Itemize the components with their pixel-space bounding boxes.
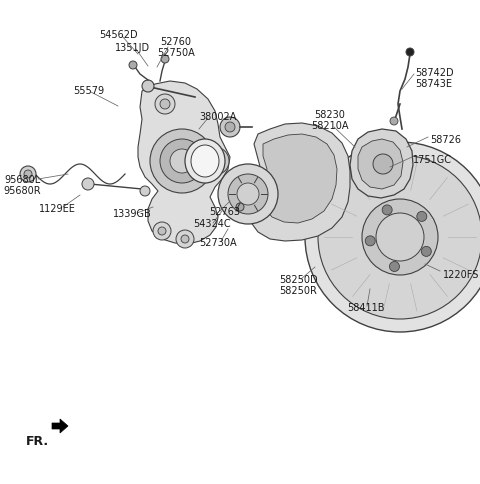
Text: 55579: 55579: [73, 86, 105, 96]
Circle shape: [153, 223, 171, 241]
Circle shape: [390, 118, 398, 126]
Text: 58726: 58726: [430, 135, 461, 145]
Text: 38002A: 38002A: [199, 112, 237, 122]
Text: 52750A: 52750A: [157, 48, 195, 58]
Text: 58210A: 58210A: [311, 121, 349, 131]
Circle shape: [181, 236, 189, 243]
Circle shape: [160, 140, 204, 183]
Text: 95680L: 95680L: [4, 175, 40, 184]
Text: 1751GC: 1751GC: [413, 155, 452, 165]
Circle shape: [24, 171, 32, 179]
Text: 1351JD: 1351JD: [115, 43, 151, 53]
Circle shape: [82, 179, 94, 191]
Polygon shape: [358, 140, 403, 190]
Polygon shape: [52, 419, 68, 433]
Circle shape: [170, 150, 194, 174]
Circle shape: [421, 247, 432, 257]
Polygon shape: [350, 130, 413, 198]
Polygon shape: [261, 135, 337, 224]
Circle shape: [158, 227, 166, 236]
Circle shape: [237, 183, 259, 206]
Ellipse shape: [191, 146, 219, 178]
Circle shape: [161, 56, 169, 64]
Ellipse shape: [185, 140, 225, 183]
Circle shape: [142, 81, 154, 93]
Text: 54562D: 54562D: [99, 30, 137, 40]
Text: 1339GB: 1339GB: [113, 209, 151, 219]
Text: 58743E: 58743E: [415, 79, 452, 89]
Circle shape: [20, 166, 36, 182]
Text: 54324C: 54324C: [193, 219, 231, 228]
Circle shape: [160, 100, 170, 110]
Text: 58230: 58230: [314, 110, 346, 120]
Circle shape: [207, 154, 223, 170]
Text: 58250R: 58250R: [279, 286, 317, 295]
Circle shape: [305, 143, 480, 333]
Circle shape: [201, 148, 229, 176]
Circle shape: [176, 230, 194, 248]
Circle shape: [362, 199, 438, 275]
Circle shape: [129, 62, 137, 70]
Circle shape: [406, 49, 414, 57]
Text: 1220FS: 1220FS: [443, 270, 480, 279]
Text: 52730A: 52730A: [199, 238, 237, 247]
Circle shape: [228, 175, 268, 214]
Circle shape: [417, 212, 427, 222]
Circle shape: [236, 204, 244, 212]
Text: FR.: FR.: [26, 434, 49, 447]
Circle shape: [318, 156, 480, 319]
Text: 52763: 52763: [209, 207, 240, 216]
Circle shape: [225, 123, 235, 133]
Text: 52760: 52760: [160, 37, 192, 47]
Circle shape: [373, 155, 393, 175]
Text: 58250D: 58250D: [279, 274, 317, 285]
Circle shape: [150, 130, 214, 194]
Circle shape: [155, 95, 175, 115]
Text: 58411B: 58411B: [347, 302, 385, 312]
Polygon shape: [248, 124, 350, 242]
Circle shape: [218, 165, 278, 225]
Circle shape: [389, 262, 399, 272]
Polygon shape: [138, 82, 230, 244]
Text: 58742D: 58742D: [415, 68, 454, 78]
Circle shape: [140, 187, 150, 197]
Circle shape: [365, 236, 375, 246]
Text: 95680R: 95680R: [3, 186, 41, 196]
Circle shape: [376, 213, 424, 261]
Text: 1129EE: 1129EE: [38, 204, 75, 213]
Circle shape: [220, 118, 240, 138]
Circle shape: [382, 206, 392, 215]
